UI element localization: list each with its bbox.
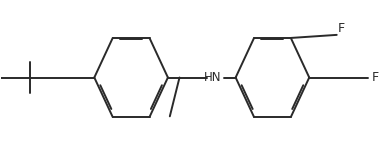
Text: F: F xyxy=(372,71,379,84)
Text: HN: HN xyxy=(204,71,221,84)
Text: F: F xyxy=(338,22,345,35)
